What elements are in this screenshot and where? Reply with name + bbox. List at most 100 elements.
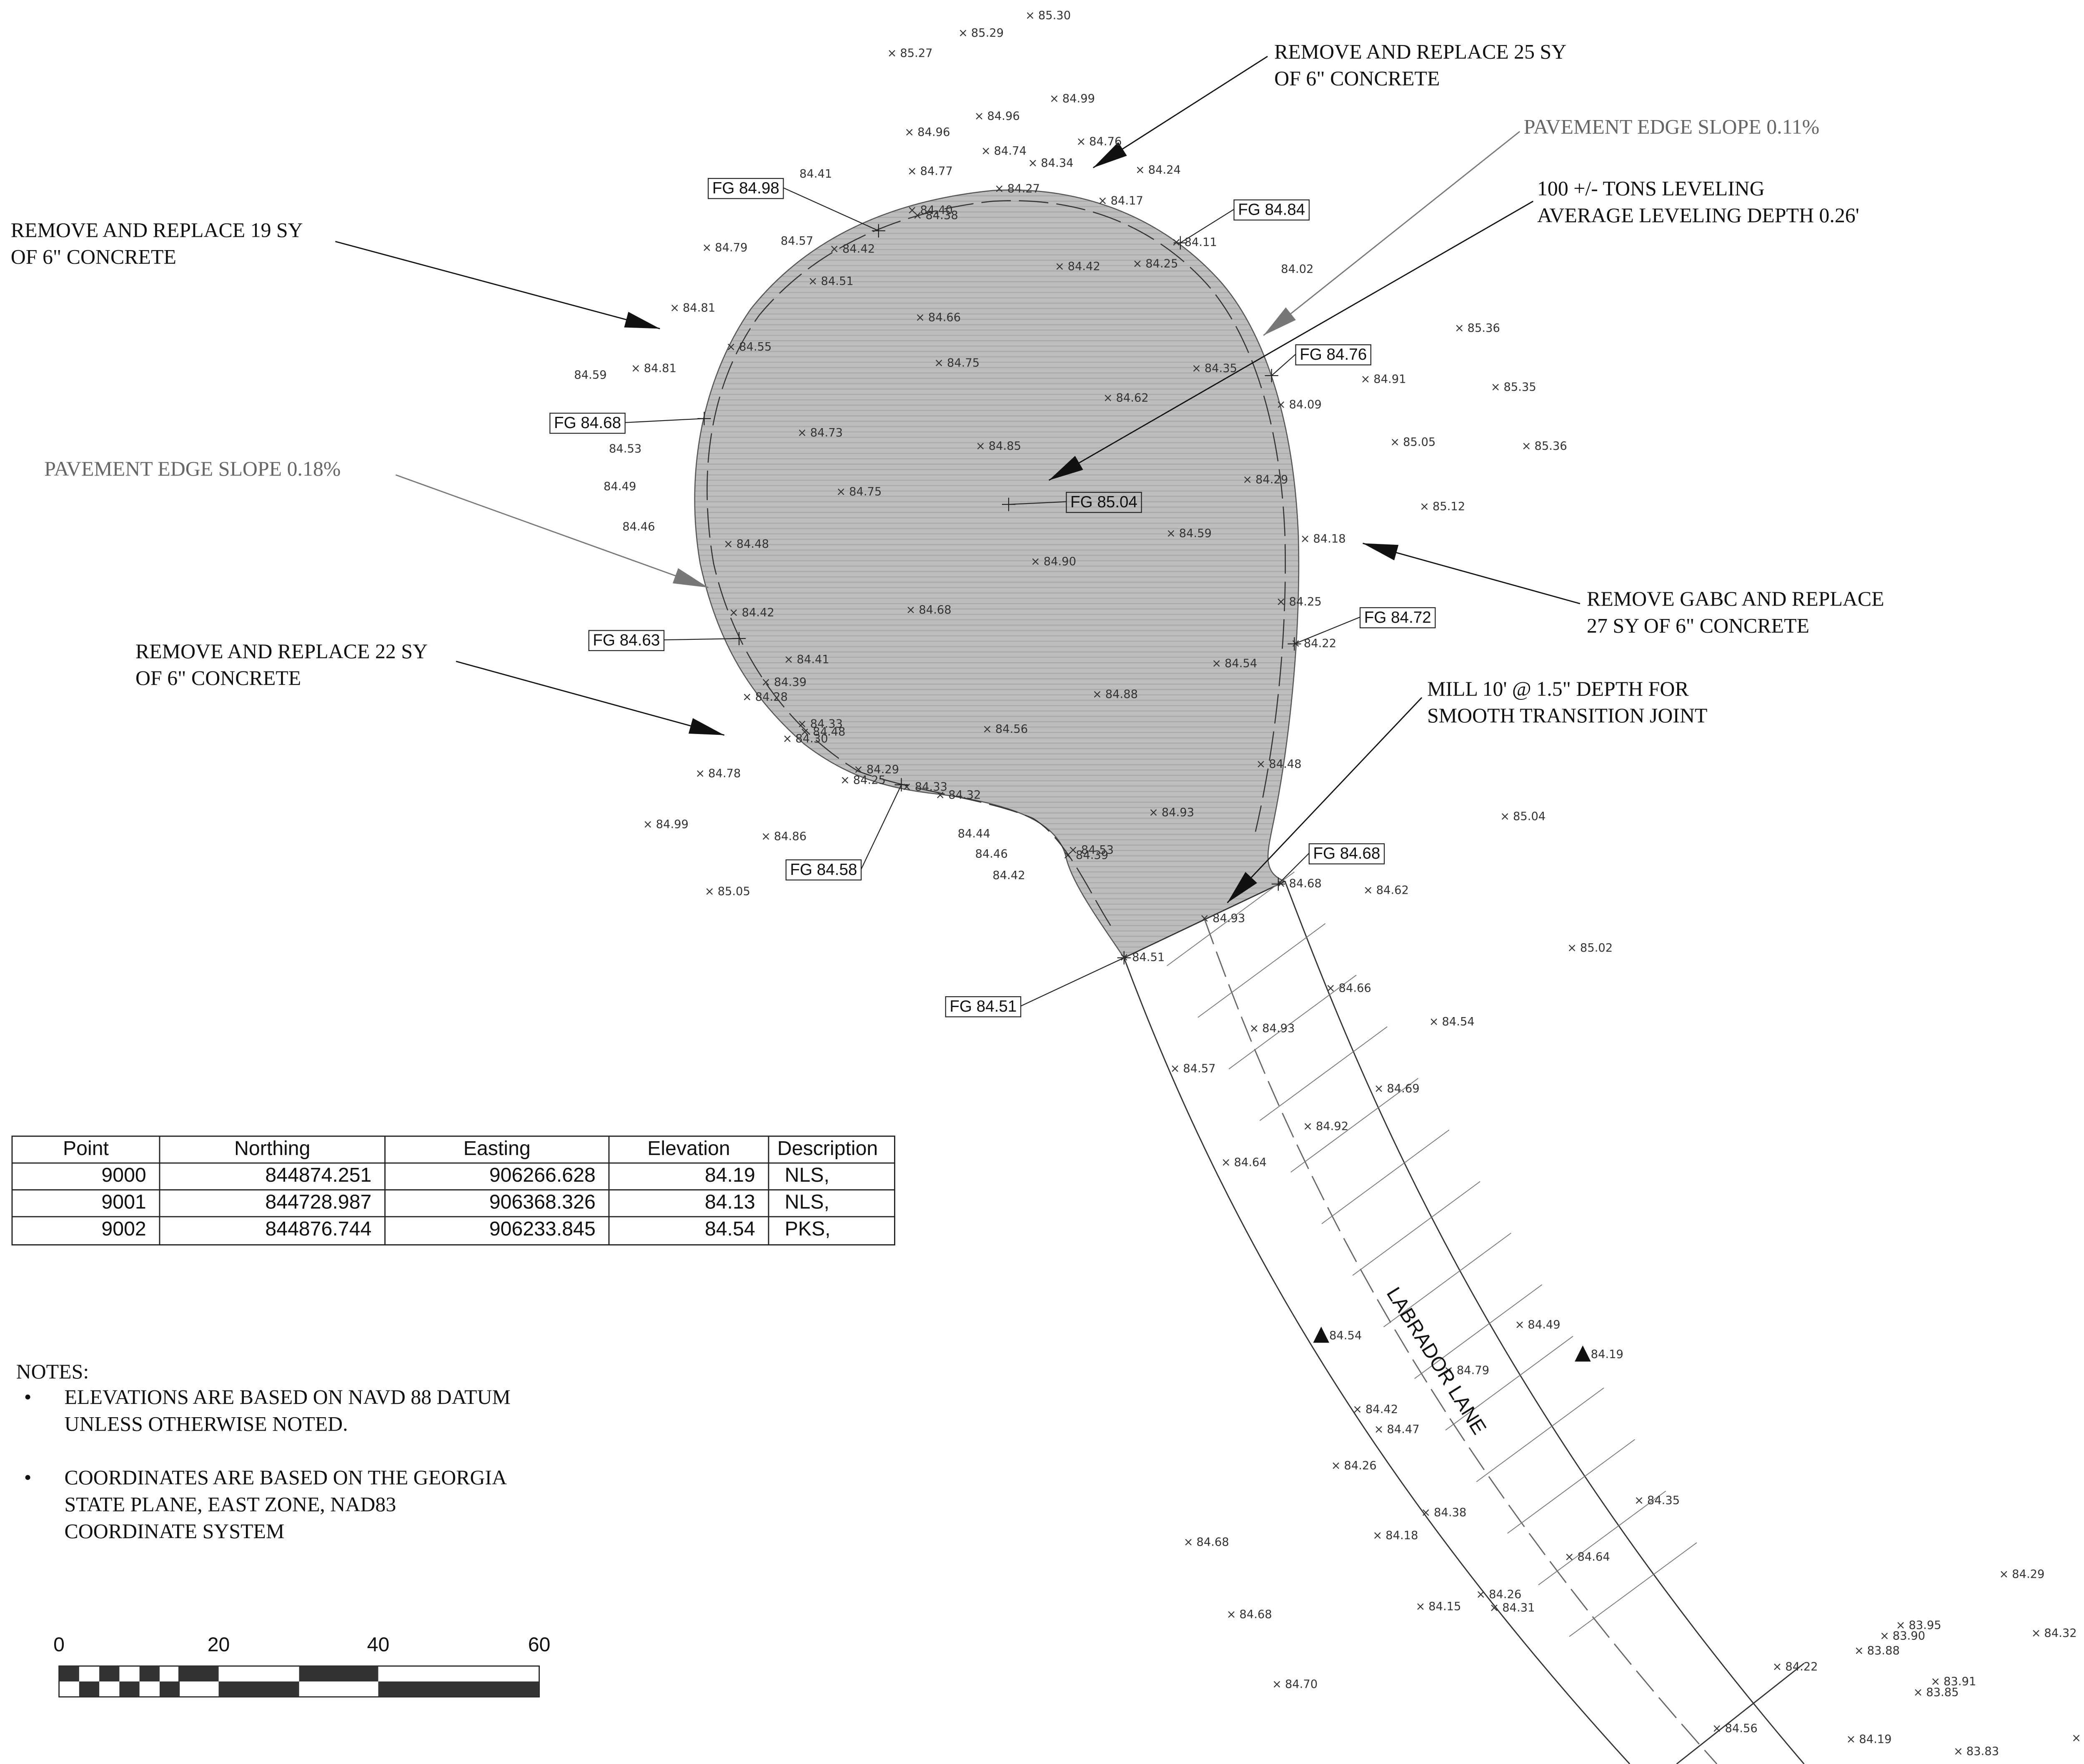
scale-block	[59, 1666, 79, 1681]
spot-marker: ×	[1119, 951, 1129, 964]
fg-cross	[732, 631, 746, 646]
spot-marker: ×	[1353, 1403, 1362, 1416]
spot-elevation: 84.29	[2012, 1568, 2044, 1581]
spot-elevation: 84.29	[1255, 474, 1288, 486]
spot-marker: ×	[2071, 1731, 2081, 1744]
callout-text: PAVEMENT EDGE SLOPE 0.11%	[1524, 115, 1819, 138]
spot-elevation: 84.41	[799, 168, 832, 180]
spot-marker: ×	[1773, 1661, 1782, 1674]
spot-marker: ×	[1050, 93, 1059, 105]
spot-elevation: 84.68	[1289, 877, 1322, 890]
leader-line	[1363, 543, 1581, 604]
spot-elevation: 84.51	[1132, 951, 1165, 964]
spot-elevation: 85.29	[971, 27, 1004, 40]
hatch-line	[1197, 923, 1326, 1018]
spot-elevation: 85.27	[900, 47, 932, 60]
fg-label: FG 84.51	[949, 997, 1017, 1015]
callout-text: OF 6" CONCRETE	[1274, 67, 1440, 90]
table-header: Northing	[234, 1137, 310, 1160]
callout-text: OF 6" CONCRETE	[135, 667, 301, 689]
scale-block	[299, 1666, 378, 1681]
spot-marker: ×	[1565, 1551, 1574, 1564]
spot-elevation: 84.68	[1197, 1536, 1229, 1549]
spot-marker: ×	[976, 440, 985, 453]
scale-block	[139, 1666, 160, 1681]
fg-box	[1066, 492, 1142, 513]
fg-leader	[625, 418, 704, 423]
spot-marker: ×	[1300, 532, 1310, 545]
spot-elevation: 84.79	[715, 241, 747, 254]
scale-label: 40	[367, 1633, 390, 1656]
spot-elevation: 84.42	[992, 869, 1025, 882]
spot-marker: ×	[854, 763, 863, 776]
fg-box	[708, 178, 784, 199]
fg-box	[588, 630, 665, 651]
spot-marker: ×	[797, 426, 807, 439]
spot-elevation: 84.57	[1183, 1062, 1215, 1075]
callout-text: 100 +/- TONS LEVELING	[1537, 177, 1765, 200]
spot-marker: ×	[1076, 135, 1086, 148]
table-cell: 9000	[101, 1164, 146, 1186]
scale-block	[178, 1666, 219, 1681]
control-point-marker	[1313, 1326, 1330, 1343]
spot-marker: ×	[1854, 1644, 1864, 1657]
hatch-line	[1445, 1336, 1573, 1431]
spot-elevation: 84.68	[919, 604, 951, 616]
spot-marker: ×	[1212, 657, 1221, 670]
spot-marker: ×	[1184, 1536, 1193, 1549]
spot-marker: ×	[783, 732, 792, 745]
spot-marker: ×	[1221, 1156, 1231, 1169]
callout-text: SMOOTH TRANSITION JOINT	[1427, 704, 1707, 727]
spot-marker: ×	[840, 774, 850, 787]
spot-marker: ×	[1522, 440, 1531, 453]
spot-elevation: 84.66	[1339, 982, 1371, 995]
spot-marker: ×	[1429, 1015, 1439, 1028]
spot-marker: ×	[726, 341, 736, 353]
spot-marker: ×	[695, 767, 705, 780]
spot-marker: ×	[1227, 1608, 1236, 1621]
table-cell: 9001	[101, 1190, 146, 1213]
spot-elevation: 84.47	[1387, 1423, 1420, 1436]
spot-marker: ×	[670, 302, 679, 315]
spot-elevation: 84.22	[1304, 637, 1336, 650]
spot-elevation: 84.35	[1205, 362, 1237, 375]
spot-elevation: 84.48	[736, 538, 769, 551]
fg-leader	[861, 784, 902, 869]
fg-box	[785, 859, 862, 881]
callout-text: AVERAGE LEVELING DEPTH 0.26'	[1537, 204, 1859, 227]
scale-block	[378, 1681, 539, 1697]
spot-elevation: 84.11	[1185, 236, 1217, 249]
hatch-line	[1538, 1491, 1666, 1586]
scale-block	[119, 1681, 140, 1697]
spot-marker: ×	[974, 110, 984, 123]
spot-marker: ×	[761, 676, 771, 689]
spot-marker: ×	[829, 243, 839, 256]
spot-elevation: 84.30	[795, 732, 828, 745]
spot-elevation: 84.91	[1373, 373, 1406, 386]
fg-cross	[1117, 951, 1131, 965]
spot-marker: ×	[1361, 373, 1370, 386]
road	[1123, 881, 1805, 1764]
spot-marker: ×	[1712, 1722, 1722, 1735]
control-point-marker	[1575, 1345, 1591, 1362]
hatch-line	[1259, 1026, 1388, 1121]
callout-text: MILL 10' @ 1.5" DEPTH FOR	[1427, 677, 1689, 700]
spot-elevation: 84.54	[1442, 1015, 1474, 1028]
fg-label: FG 84.58	[790, 861, 857, 879]
spot-elevation: 84.96	[917, 126, 950, 139]
spot-elevation: 85.36	[1468, 322, 1500, 335]
spot-elevation: 84.26	[1344, 1459, 1377, 1472]
spot-marker: ×	[1374, 1082, 1384, 1095]
spot-elevation: 84.25	[1289, 596, 1322, 609]
callout-text: PAVEMENT EDGE SLOPE 0.18%	[44, 457, 341, 480]
spot-marker: ×	[994, 182, 1004, 195]
spot-marker: ×	[1374, 1423, 1384, 1436]
spot-marker: ×	[907, 165, 917, 178]
spot-elevation: 84.59	[574, 369, 606, 382]
spot-elevation: 84.92	[1316, 1120, 1348, 1133]
hatch-line	[1321, 1129, 1450, 1224]
spot-elevation: 84.49	[604, 480, 636, 493]
spot-elevation: 84.48	[1269, 758, 1301, 771]
spot-marker: ×	[1166, 527, 1176, 540]
table-cell: 844876.744	[265, 1218, 371, 1240]
